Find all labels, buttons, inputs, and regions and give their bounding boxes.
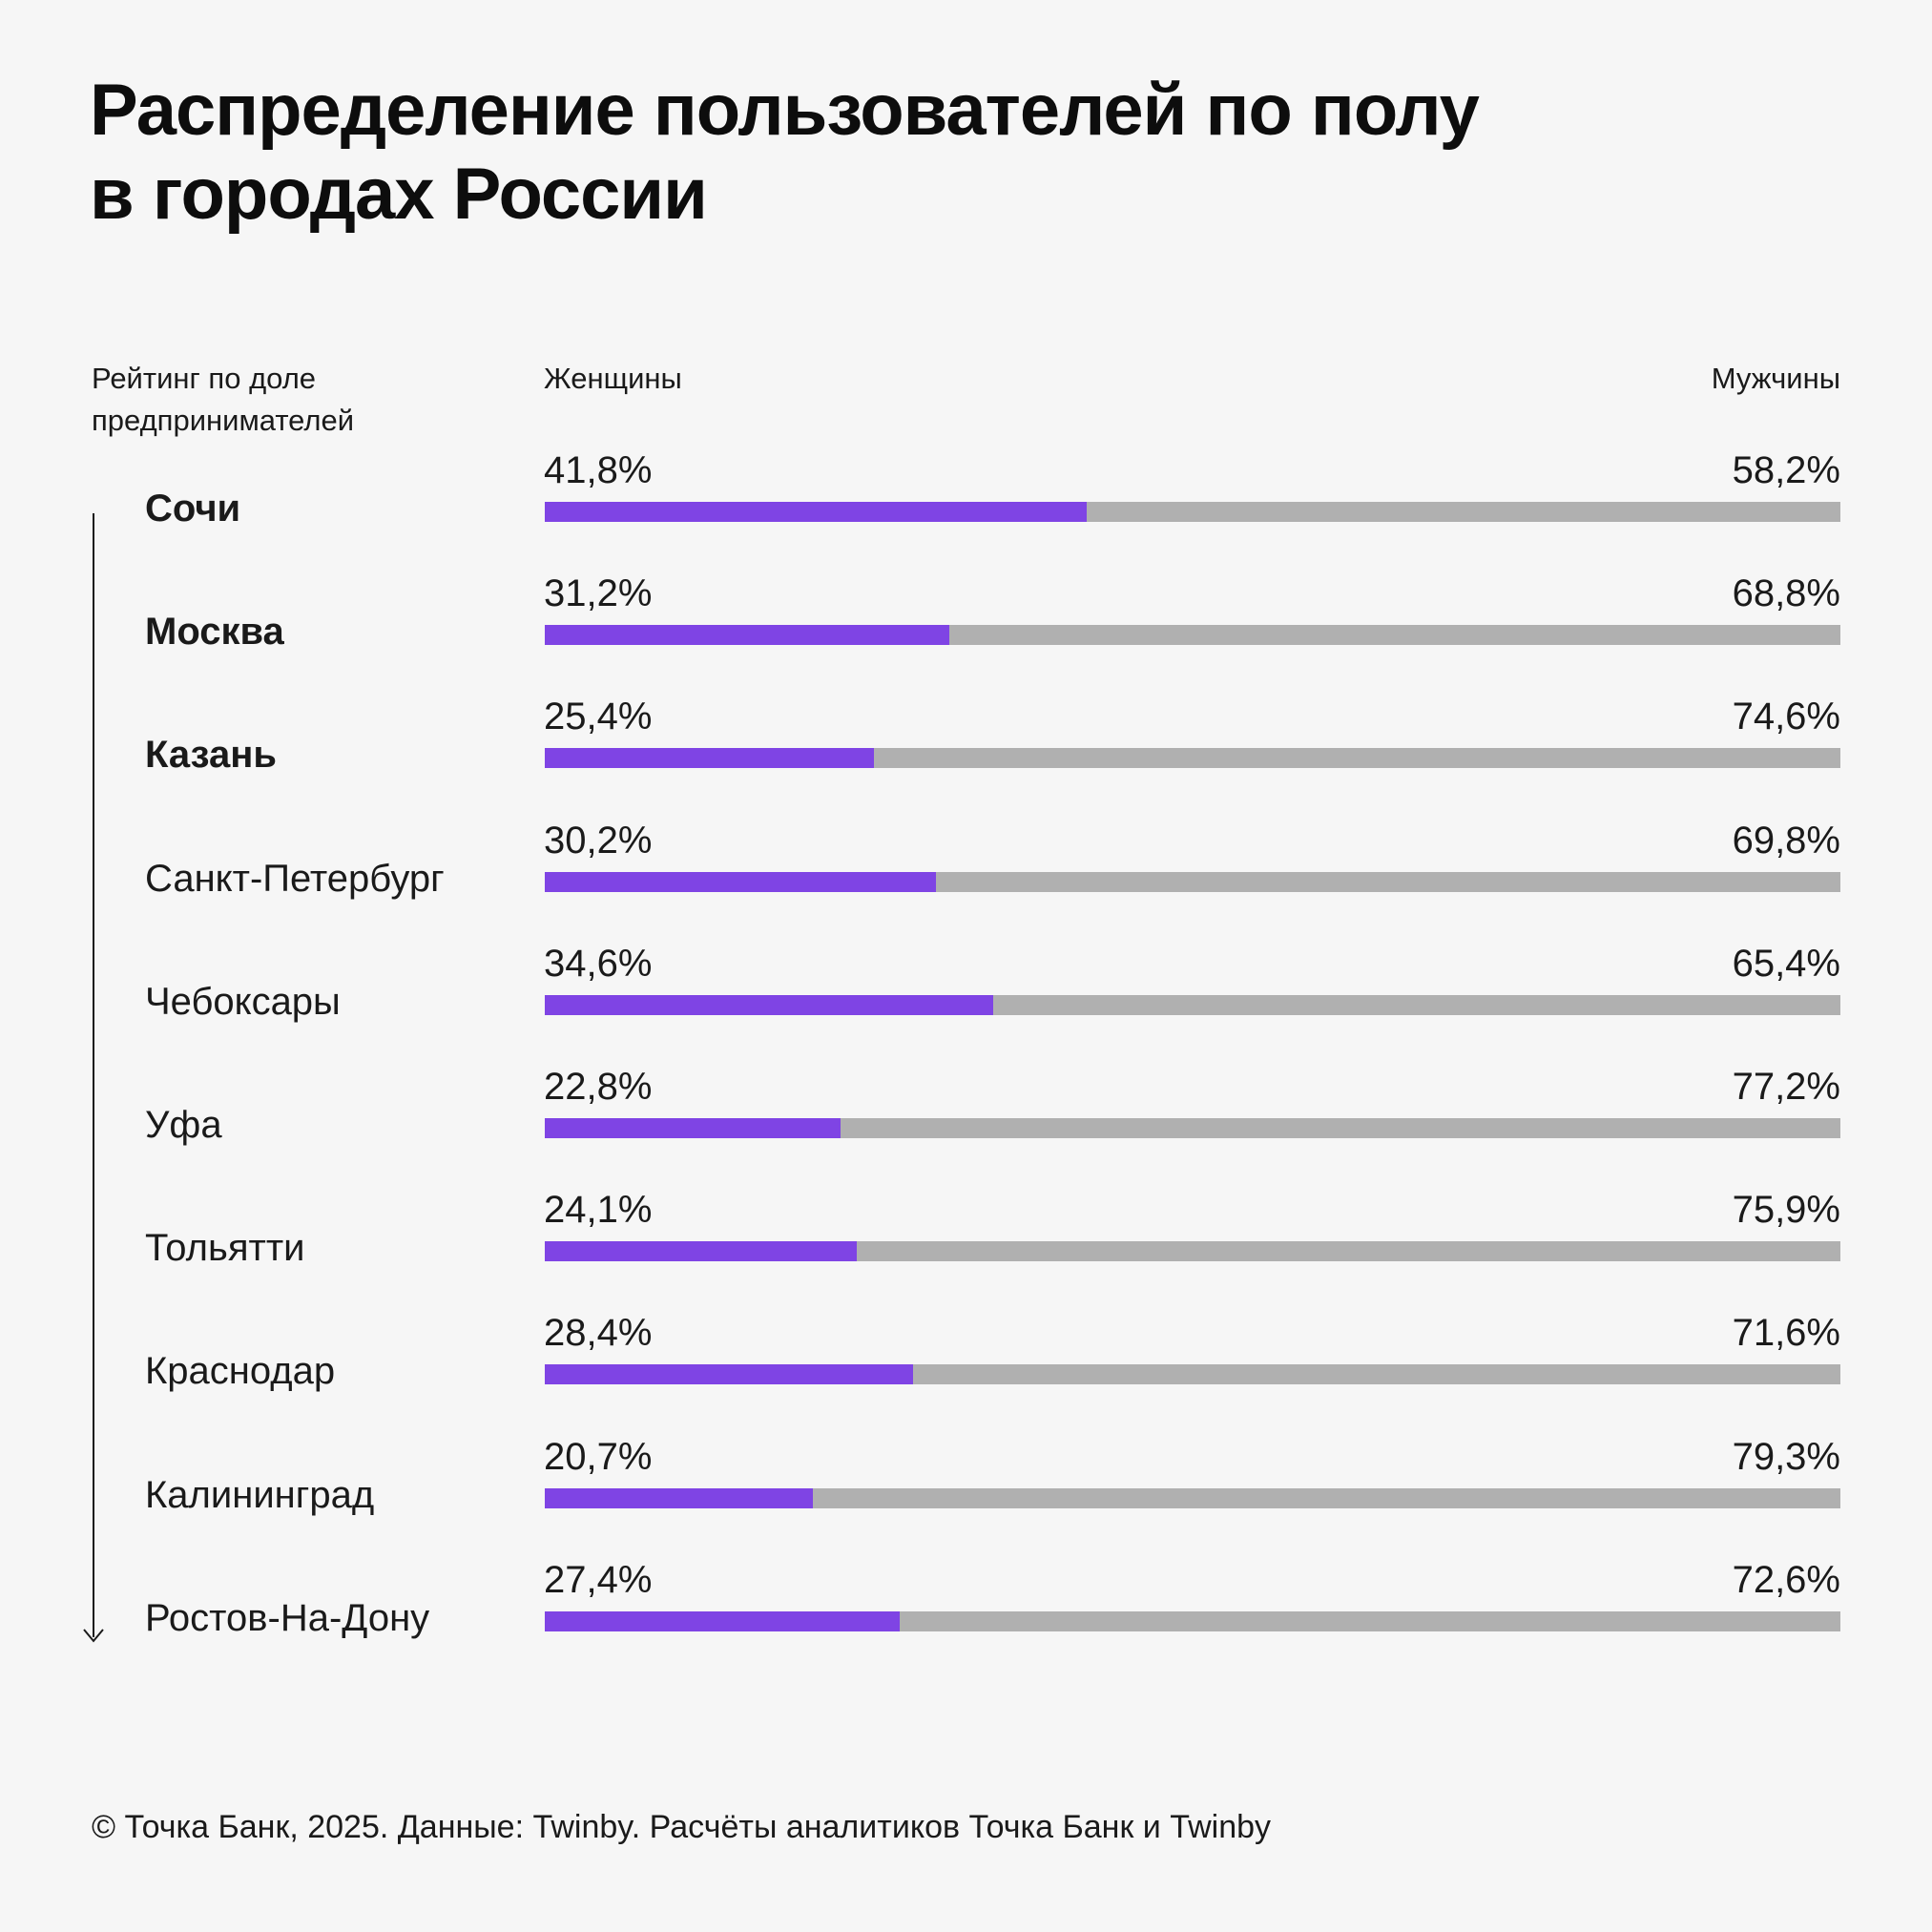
women-column-header: Женщины [544,362,682,395]
men-bar [545,625,1840,646]
women-percent-label: 25,4% [544,696,653,738]
men-bar [545,1364,1840,1385]
women-percent-label: 31,2% [544,572,653,615]
women-percent-label: 30,2% [544,819,653,862]
men-percent-label: 65,4% [1732,942,1840,985]
men-bar [545,871,1840,892]
men-bar [545,748,1840,769]
chart-title-line-1: Распределение пользователей по полу [90,70,1480,151]
women-bar [545,625,949,646]
arrow-down-icon [83,1629,104,1643]
women-percent-label: 27,4% [544,1558,653,1601]
men-percent-label: 71,6% [1732,1312,1840,1355]
women-bar [545,1487,814,1508]
men-percent-label: 58,2% [1732,449,1840,491]
city-label: Сочи [145,488,241,530]
women-percent-label: 22,8% [544,1066,653,1108]
chart-row: Санкт-Петербург 30,2% 69,8% [0,817,1932,941]
chart-title-line-2: в городах России [90,154,708,235]
women-percent-label: 24,1% [544,1189,653,1232]
women-bar [545,502,1087,522]
city-label: Краснодар [145,1350,336,1393]
women-bar [545,1118,841,1138]
city-label: Санкт-Петербург [145,857,445,900]
chart-row: Ростов-На-Дону 27,4% 72,6% [0,1556,1932,1680]
chart-row: Сочи 41,8% 58,2% [0,447,1932,571]
rank-caption-line-2: предпринимателей [92,404,355,437]
men-bar [545,1241,1840,1262]
women-bar [545,1364,913,1385]
men-column-header: Мужчины [1711,362,1840,395]
city-label: Тольятти [145,1227,305,1270]
chart-row: Тольятти 24,1% 75,9% [0,1186,1932,1310]
city-label: Чебоксары [145,980,341,1023]
source-footer: © Точка Банк, 2025. Данные: Twinby. Расч… [92,1809,1272,1845]
women-bar [545,871,937,892]
women-percent-label: 34,6% [544,942,653,985]
chart-row: Краснодар 28,4% 71,6% [0,1309,1932,1433]
women-percent-label: 28,4% [544,1312,653,1355]
women-percent-label: 20,7% [544,1435,653,1478]
men-percent-label: 69,8% [1732,819,1840,862]
chart-row: Калининград 20,7% 79,3% [0,1433,1932,1557]
men-percent-label: 75,9% [1732,1189,1840,1232]
men-bar [545,1118,1840,1138]
chart-row: Уфа 22,8% 77,2% [0,1063,1932,1187]
women-bar [545,994,993,1015]
men-percent-label: 79,3% [1732,1435,1840,1478]
women-bar [545,1241,858,1262]
men-percent-label: 72,6% [1732,1558,1840,1601]
chart-row: Москва 31,2% 68,8% [0,570,1932,694]
city-label: Ростов-На-Дону [145,1596,430,1639]
men-bar [545,994,1840,1015]
men-bar [545,1487,1840,1508]
women-bar [545,748,874,769]
rank-caption-line-1: Рейтинг по доле [92,362,317,395]
chart-row: Чебоксары 34,6% 65,4% [0,940,1932,1064]
women-bar [545,1610,901,1631]
men-percent-label: 77,2% [1732,1066,1840,1108]
rank-axis-line [93,513,94,1637]
city-label: Уфа [145,1104,222,1146]
city-label: Казань [145,734,277,777]
men-percent-label: 74,6% [1732,696,1840,738]
men-bar [545,1610,1840,1631]
chart-row: Казань 25,4% 74,6% [0,693,1932,817]
men-percent-label: 68,8% [1732,572,1840,615]
women-percent-label: 41,8% [544,449,653,491]
city-label: Москва [145,611,284,654]
chart-title: Распределение пользователей по полу в го… [90,69,1759,237]
rank-caption: Рейтинг по доле предпринимателей [92,358,354,442]
city-label: Калининград [145,1473,375,1516]
men-bar [545,502,1840,522]
